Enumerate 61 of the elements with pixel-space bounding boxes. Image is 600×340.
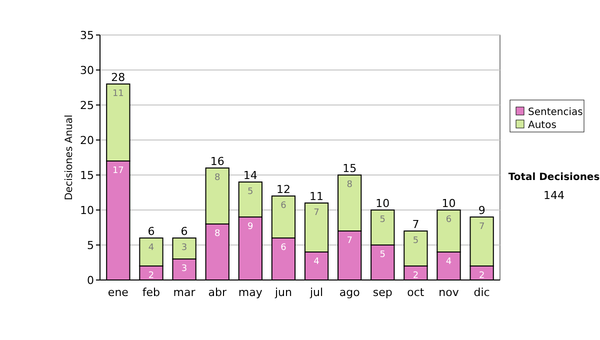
legend-label: Autos [528,120,556,131]
data-label: 2 [412,271,419,281]
total-label: 6 [180,225,188,238]
x-tick-label: abr [208,286,227,299]
data-label: 6 [280,243,287,253]
data-label: 4 [314,257,320,267]
x-tick-label: ene [108,286,129,299]
data-label: 3 [181,264,188,274]
text: 144 [544,189,564,202]
total-label: 7 [412,218,420,231]
data-label: 8 [214,229,220,239]
data-label: 6 [446,215,452,225]
x-tick-label: oct [407,286,425,299]
y-tick-label: 30 [80,64,94,77]
total-label: 12 [276,183,290,196]
data-label: 6 [280,201,287,211]
data-label: 11 [112,89,124,99]
x-tick-label: dic [474,286,490,299]
data-label: 8 [214,173,220,183]
data-label: 5 [248,187,254,197]
data-label: 5 [380,215,386,225]
total-label: 11 [310,190,324,203]
data-label: 5 [412,236,419,246]
y-tick-label: 10 [80,204,94,217]
x-tick-label: ago [339,286,360,299]
y-tick-label: 15 [80,169,94,182]
data-label: 5 [380,250,386,260]
text: Total Decisiones [508,172,600,183]
total-label: 16 [210,155,224,168]
total-label: 14 [243,169,258,182]
x-tick-label: jul [308,286,324,299]
y-tick-label: 20 [80,134,94,147]
data-label: 7 [346,236,352,246]
data-label: 2 [148,271,154,281]
legend-label: Sentencias [528,107,583,118]
data-label: 3 [181,243,188,253]
y-tick-label: 35 [80,29,94,42]
data-label: 7 [478,222,485,232]
y-tick-label: 0 [87,274,94,287]
y-tick-label: 25 [80,99,94,112]
data-label: 9 [248,222,254,232]
x-tick-label: sep [372,286,392,299]
x-tick-label: mar [173,286,196,299]
total-label: 10 [442,197,456,210]
data-label: 2 [478,271,485,281]
y-tick-label: 5 [87,239,94,252]
data-label: 7 [314,208,320,218]
data-label: 4 [446,257,452,267]
total-label: 6 [148,225,155,238]
total-label: 9 [478,204,486,217]
data-label: 4 [148,243,154,253]
total-label: 10 [376,197,390,210]
x-tick-label: jun [274,286,292,299]
y-axis-title: Decisiones Anual [64,114,75,200]
x-tick-label: may [238,286,263,299]
data-label: 17 [112,166,124,176]
x-tick-label: nov [438,286,460,299]
x-tick-label: feb [142,286,160,299]
total-label: 15 [342,162,357,175]
total-label: 28 [111,71,126,84]
data-label: 8 [346,180,353,190]
